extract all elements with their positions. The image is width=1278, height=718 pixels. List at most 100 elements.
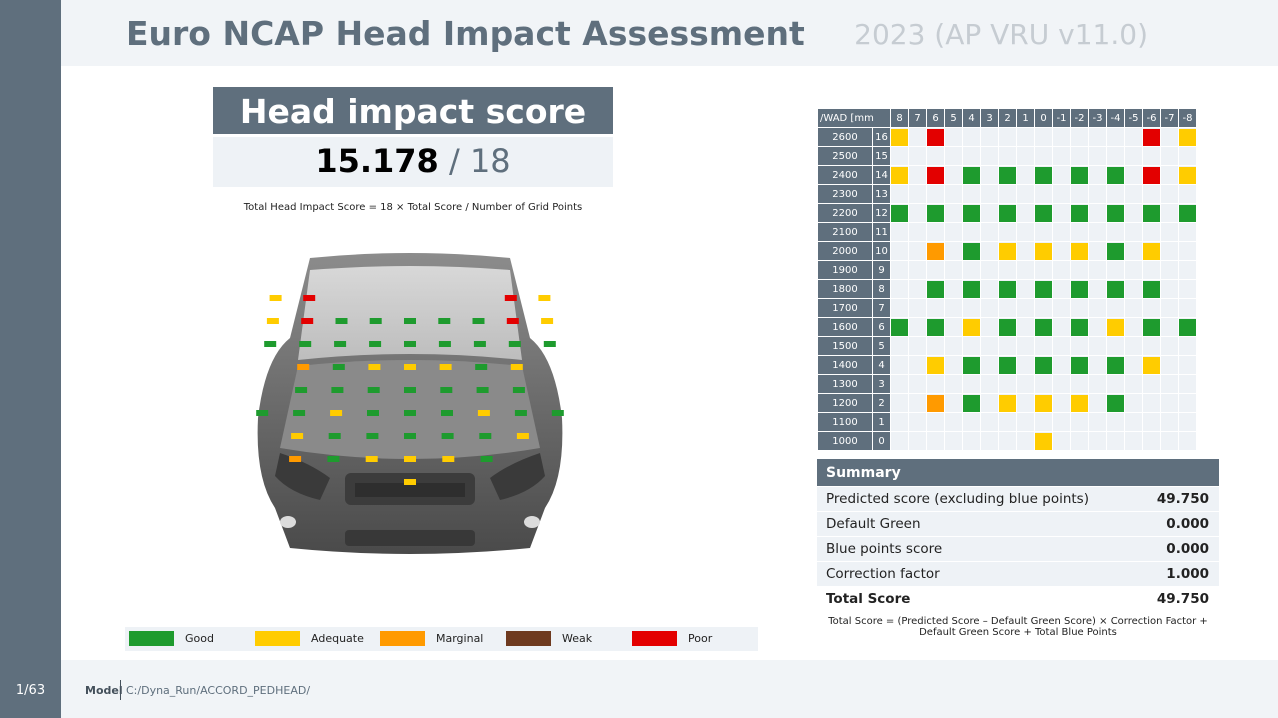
grid-cell <box>1034 127 1053 147</box>
grid-row-wad: 2300 <box>817 184 873 204</box>
grid-cell <box>944 355 963 375</box>
impact-marker-adequate <box>439 364 452 370</box>
impact-marker-good <box>475 364 488 370</box>
grid-cell <box>908 393 927 413</box>
impact-marker-good <box>327 456 340 462</box>
summary-row-predicted: Predicted score (excluding blue points) … <box>817 487 1219 511</box>
grid-cell <box>1088 127 1107 147</box>
grid-cell <box>1160 279 1179 299</box>
grid-point-adequate <box>891 128 908 146</box>
grid-row-wad: 1000 <box>817 431 873 451</box>
grid-cell <box>944 336 963 356</box>
grid-cell <box>1124 146 1143 166</box>
grid-cell <box>1124 184 1143 204</box>
grid-point-good <box>1107 394 1124 412</box>
grid-cell <box>1034 146 1053 166</box>
grid-cell <box>890 241 909 261</box>
grid-cell <box>1142 393 1161 413</box>
grid-cell <box>1088 203 1107 223</box>
grid-column-header: 2 <box>998 108 1017 128</box>
grid-cell <box>926 146 945 166</box>
grid-row-index: 13 <box>872 184 891 204</box>
grid-corner-header: /WAD [mm <box>817 108 891 128</box>
grid-cell <box>962 412 981 432</box>
summary-value: 49.750 <box>1156 591 1209 607</box>
grid-row: 1900 9 <box>817 260 1197 280</box>
grid-cell <box>1178 412 1197 432</box>
grid-cell <box>1124 165 1143 185</box>
grid-cell <box>1178 241 1197 261</box>
grid-cell <box>944 184 963 204</box>
grid-cell <box>926 336 945 356</box>
grid-cell <box>1016 165 1035 185</box>
grid-cell <box>926 203 945 223</box>
impact-marker-good <box>328 433 341 439</box>
grid-cell <box>890 184 909 204</box>
legend-label-adequate: Adequate <box>311 632 364 645</box>
grid-cell <box>1034 241 1053 261</box>
grid-cell <box>926 165 945 185</box>
grid-cell <box>998 203 1017 223</box>
grid-cell <box>926 241 945 261</box>
grid-cell <box>1124 412 1143 432</box>
grid-cell <box>908 355 927 375</box>
grid-row-wad: 1900 <box>817 260 873 280</box>
impact-marker-good <box>404 387 416 393</box>
grid-cell <box>908 374 927 394</box>
grid-cell <box>890 165 909 185</box>
legend-label-marginal: Marginal <box>436 632 484 645</box>
score-value: 15.178 <box>315 142 439 180</box>
grid-cell <box>1034 336 1053 356</box>
grid-row-index: 1 <box>872 412 891 432</box>
grid-row-wad: 1600 <box>817 317 873 337</box>
summary-value: 0.000 <box>1166 516 1209 532</box>
grid-cell <box>1016 431 1035 451</box>
summary-row-default-green: Default Green 0.000 <box>817 512 1219 536</box>
legend-swatch-good <box>129 631 174 646</box>
grid-cell <box>998 317 1017 337</box>
grid-cell <box>890 336 909 356</box>
grid-cell <box>1178 317 1197 337</box>
grid-cell <box>1178 260 1197 280</box>
grid-point-good <box>1071 280 1088 298</box>
grid-cell <box>962 203 981 223</box>
grid-point-good <box>1035 166 1052 184</box>
impact-marker-adequate <box>291 433 304 439</box>
grid-cell <box>908 203 927 223</box>
grid-row-index: 10 <box>872 241 891 261</box>
grid-cell <box>1160 336 1179 356</box>
grid-cell <box>1160 374 1179 394</box>
impact-marker-adequate <box>404 364 416 370</box>
grid-cell <box>980 184 999 204</box>
impact-marker-good <box>369 341 382 347</box>
grid-cell <box>1016 203 1035 223</box>
grid-cell <box>1034 165 1053 185</box>
grid-cell <box>1088 260 1107 280</box>
grid-cell <box>1052 374 1071 394</box>
grid-point-good <box>927 280 944 298</box>
grid-cell <box>1016 184 1035 204</box>
grid-cell <box>1070 165 1089 185</box>
grid-cell <box>1088 317 1107 337</box>
grid-cell <box>908 127 927 147</box>
grid-row: 1700 7 <box>817 298 1197 318</box>
impact-marker-adequate <box>404 456 416 462</box>
grid-point-adequate <box>1179 166 1196 184</box>
grid-cell <box>890 412 909 432</box>
grid-point-good <box>963 242 980 260</box>
grid-cell <box>1034 260 1053 280</box>
legend-swatch-marginal <box>380 631 425 646</box>
summary-title: Summary <box>817 459 1219 486</box>
impact-marker-good <box>404 410 416 416</box>
grid-column-header: 3 <box>980 108 999 128</box>
legend-swatch-adequate <box>255 631 300 646</box>
grid-cell <box>908 412 927 432</box>
impact-marker-good <box>479 433 492 439</box>
grid-point-adequate <box>963 318 980 336</box>
grid-cell <box>944 374 963 394</box>
grid-cell <box>1160 203 1179 223</box>
grid-cell <box>1088 374 1107 394</box>
grid-cell <box>908 222 927 242</box>
impact-marker-adequate <box>538 295 551 301</box>
grid-point-adequate <box>1107 318 1124 336</box>
